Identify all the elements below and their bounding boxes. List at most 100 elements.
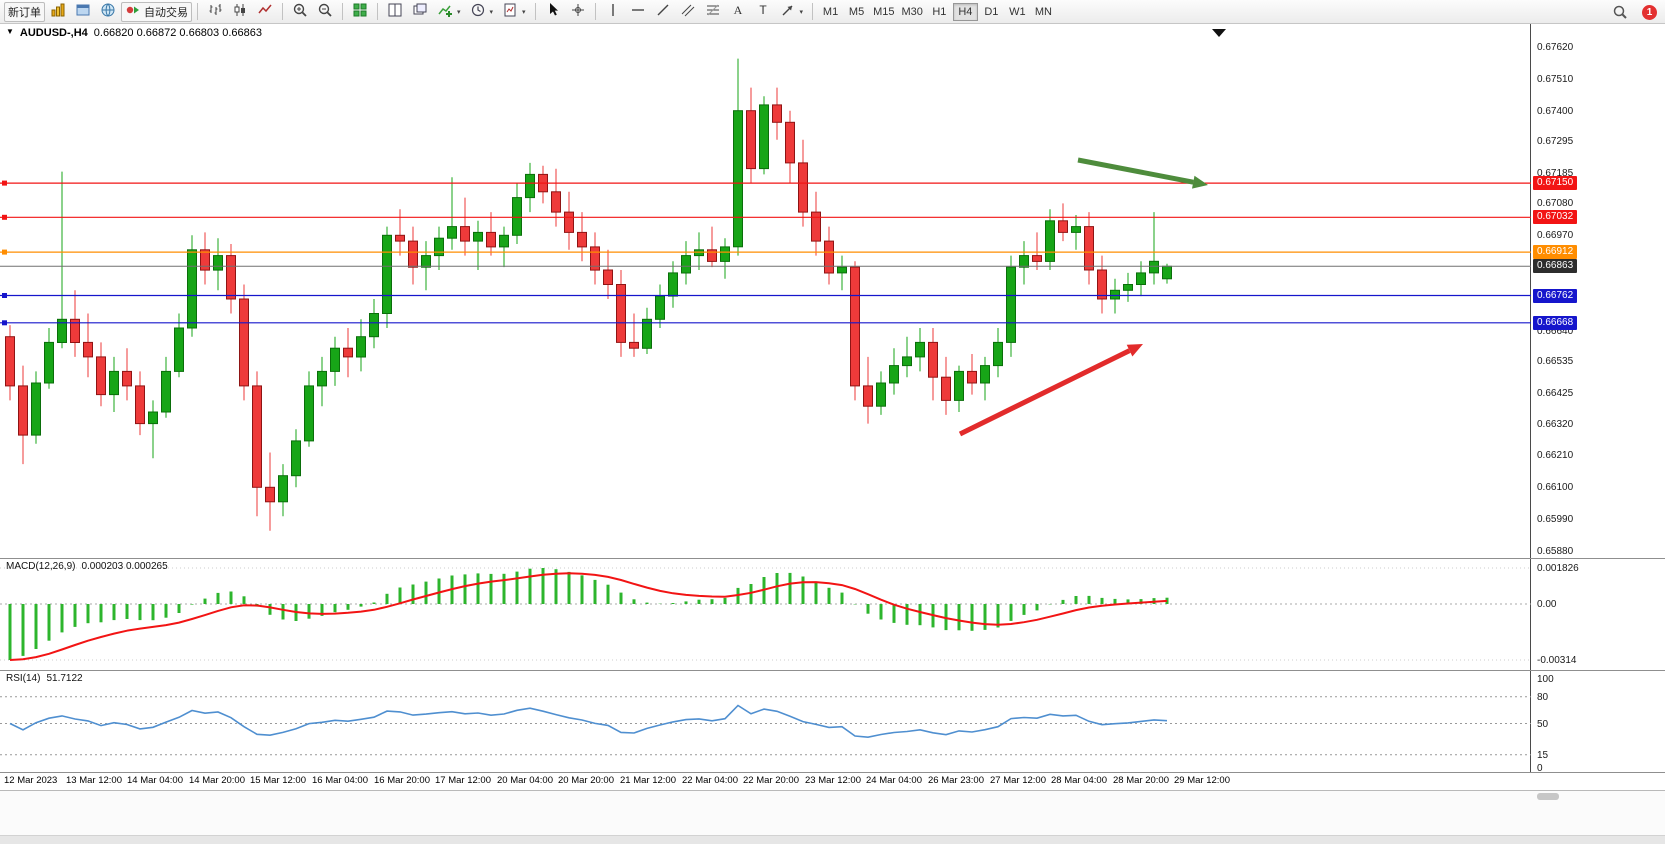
macd-axis-label: 0.001826 — [1537, 563, 1579, 574]
indicators-icon[interactable]: ▾ — [433, 2, 465, 22]
community-icon[interactable] — [96, 2, 120, 22]
zoom-in-icon[interactable] — [288, 2, 312, 22]
timeframe-d1-button[interactable]: D1 — [984, 5, 999, 18]
candlestick-chart[interactable] — [0, 24, 1531, 558]
chart-shift-marker[interactable] — [1212, 29, 1226, 37]
panel-separator[interactable] — [0, 772, 1665, 773]
indicators-icon — [437, 2, 453, 21]
auto-trading-button[interactable]: 自动交易 — [121, 1, 192, 22]
templates-icon[interactable]: ▾ — [498, 2, 530, 22]
ohlc-values: 0.66820 0.66872 0.66803 0.66863 — [93, 27, 262, 39]
trendline-icon[interactable] — [651, 2, 675, 22]
macd-axis-label: -0.00314 — [1537, 655, 1577, 666]
text-icon[interactable]: A — [726, 2, 750, 22]
time-axis-label: 13 Mar 12:00 — [66, 775, 122, 786]
time-axis-label: 14 Mar 20:00 — [189, 775, 245, 786]
templates-icon — [502, 2, 518, 21]
price-badge: 0.67150 — [1533, 176, 1578, 190]
tile-windows-icon[interactable] — [348, 2, 372, 22]
time-axis-label: 28 Mar 04:00 — [1051, 775, 1107, 786]
price-axis-label: 0.67295 — [1537, 136, 1574, 147]
red-arrow-object[interactable] — [958, 344, 1143, 437]
cursor-icon[interactable] — [541, 2, 565, 22]
toolbar-items: 新订单 自动交易 ▾ ▾ ▾ A T ▾ M1 M5 M15 M30 H1 H4 D1 W1 MN — [4, 1, 1056, 22]
price-axis-label: 0.67620 — [1537, 42, 1574, 53]
time-axis-label: 22 Mar 04:00 — [682, 775, 738, 786]
bar-chart-icon — [207, 2, 223, 21]
toolbar: 新订单 自动交易 ▾ ▾ ▾ A T ▾ M1 M5 M15 M30 H1 H4 D1 W1 MN 1 — [0, 0, 1665, 24]
timeframe-m15-button[interactable]: M15 — [873, 5, 895, 18]
channel-icon — [680, 2, 696, 21]
panel-separator[interactable] — [0, 670, 1665, 671]
fibonacci-icon[interactable] — [701, 2, 725, 22]
fibonacci-icon — [705, 2, 721, 21]
new-order-button[interactable]: 新订单 — [4, 1, 45, 22]
shapes-icon — [780, 2, 796, 21]
time-axis-label: 26 Mar 23:00 — [928, 775, 984, 786]
time-axis-label: 24 Mar 04:00 — [866, 775, 922, 786]
price-axis-label: 0.67185 — [1537, 168, 1574, 179]
macd-indicator-panel[interactable] — [0, 558, 1531, 670]
price-axis-label: 0.66100 — [1537, 482, 1574, 493]
line-chart-icon[interactable] — [253, 2, 277, 22]
crosshair-icon[interactable] — [566, 2, 590, 22]
timeframe-m5-button[interactable]: M5 — [848, 5, 865, 18]
hline-0.67032[interactable] — [0, 214, 1531, 220]
price-axis-label: 0.66970 — [1537, 230, 1574, 241]
timeframe-mn-button[interactable]: MN — [1034, 5, 1052, 18]
periods-icon — [470, 2, 486, 21]
dropdown-caret-icon[interactable]: ▾ — [457, 8, 461, 16]
symbols-icon[interactable] — [46, 2, 70, 22]
time-axis-label: 16 Mar 20:00 — [374, 775, 430, 786]
toolbar-separator — [282, 3, 283, 20]
rsi-indicator-panel[interactable] — [0, 670, 1531, 772]
label-icon[interactable]: T — [751, 2, 775, 22]
price-axis-label: 0.65990 — [1537, 514, 1574, 525]
price-badge: 0.66668 — [1533, 316, 1578, 330]
hline-0.67150[interactable] — [0, 180, 1531, 186]
time-axis: 12 Mar 2023 13 Mar 12:00 14 Mar 04:00 14 Ma… — [0, 772, 1531, 790]
scrollbar-thumb[interactable] — [1537, 793, 1559, 800]
community-icon — [100, 2, 116, 21]
rsi-axis-label: 50 — [1537, 719, 1549, 730]
candle-chart-icon — [232, 2, 248, 21]
time-axis-label: 17 Mar 12:00 — [435, 775, 491, 786]
panel-separator[interactable] — [0, 558, 1665, 559]
arrange-windows-icon[interactable] — [383, 2, 407, 22]
toolbar-separator — [197, 3, 198, 20]
green-arrow-object[interactable] — [1077, 157, 1208, 189]
rsi-axis-label: 15 — [1537, 750, 1549, 761]
symbol-dropdown-marker-icon[interactable]: ▼ — [6, 27, 14, 36]
horizontal-line-icon[interactable] — [626, 2, 650, 22]
notification-badge[interactable]: 1 — [1642, 4, 1657, 20]
shapes-icon[interactable]: ▾ — [776, 2, 808, 22]
hline-0.66668[interactable] — [0, 320, 1531, 326]
timeframe-h4-button[interactable]: H4 — [952, 2, 978, 21]
periods-icon[interactable]: ▾ — [466, 2, 498, 22]
dropdown-caret-icon[interactable]: ▾ — [799, 8, 804, 16]
symbol-period-label: AUDUSD-,H4 — [19, 27, 88, 39]
timeframe-m1-button[interactable]: M1 — [822, 5, 839, 18]
price-badge: 0.66912 — [1533, 245, 1578, 259]
time-axis-label: 12 Mar 2023 — [4, 775, 58, 786]
hline-0.66762[interactable] — [0, 293, 1531, 298]
profiles-icon[interactable] — [71, 2, 95, 22]
cascade-windows-icon — [412, 2, 428, 21]
channel-icon[interactable] — [676, 2, 700, 22]
macd-values: 0.000203 0.000265 — [81, 561, 168, 572]
hline-0.66912[interactable] — [0, 249, 1531, 255]
rsi-axis-label: 80 — [1537, 692, 1549, 703]
candle-chart-icon[interactable] — [228, 2, 252, 22]
search-icon[interactable] — [1608, 2, 1632, 22]
vertical-line-icon[interactable] — [601, 2, 625, 22]
cascade-windows-icon[interactable] — [408, 2, 432, 22]
dropdown-caret-icon[interactable]: ▾ — [522, 8, 526, 16]
toolbar-right: 1 — [1608, 0, 1657, 24]
timeframe-m30-button[interactable]: M30 — [901, 5, 923, 18]
zoom-out-icon[interactable] — [313, 2, 337, 22]
timeframe-h1-button[interactable]: H1 — [932, 5, 947, 18]
plot-area[interactable]: ▼ AUDUSD-,H4 0.66820 0.66872 0.66803 0.6… — [0, 24, 1531, 790]
bar-chart-icon[interactable] — [203, 2, 227, 22]
timeframe-w1-button[interactable]: W1 — [1009, 5, 1026, 18]
dropdown-caret-icon[interactable]: ▾ — [489, 8, 494, 16]
